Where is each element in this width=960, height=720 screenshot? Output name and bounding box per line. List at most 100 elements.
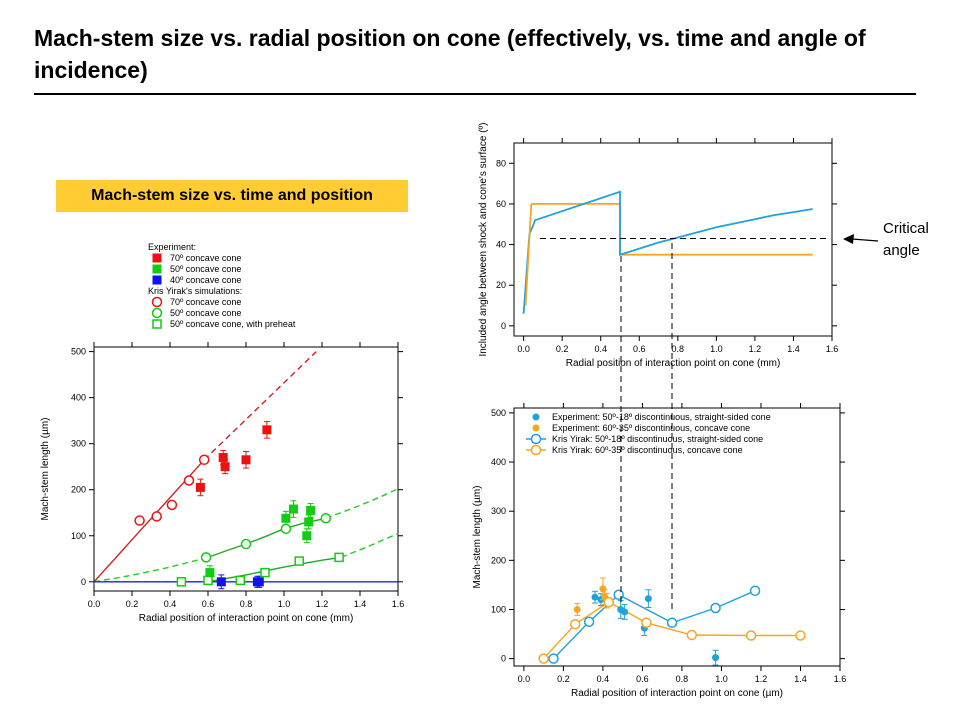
- chart-mach-stem-vs-position: 0.0 0.2 0.4 0.6 0.8 1.0 1.2 1.4 1.6 0 100 200 300 400…: [40, 242, 404, 624]
- c3-point: [686, 629, 698, 641]
- c2-ytick-label: 80: [496, 158, 506, 168]
- c3-point: [745, 630, 757, 641]
- c1-ytick-label: 400: [71, 393, 86, 403]
- c1-legend-label: 50º concave cone: [170, 264, 241, 274]
- c1-fit-line: [93, 556, 209, 583]
- c3-ytick-label: 0: [501, 654, 506, 664]
- c1-point: [334, 552, 344, 563]
- c1-legend-marker: [152, 264, 162, 274]
- c1-point: [262, 425, 272, 435]
- c3-ytick-label: 500: [491, 408, 506, 418]
- c2-xtick-label: 0.6: [633, 344, 646, 354]
- c3-sim-line: [543, 601, 801, 660]
- callout-arrow-head: [843, 234, 854, 244]
- c3-legend-marker: [532, 424, 540, 432]
- c1-fit-line: [340, 532, 399, 559]
- c3-legend: Experiment: 50º-18º discontinuous, strai…: [526, 412, 771, 456]
- subtitle-text: Mach-stem size vs. time and position: [91, 187, 373, 204]
- c1-legend-marker: [151, 307, 163, 319]
- c1-xtick-label: 1.2: [316, 599, 329, 609]
- c1-xtick-label: 0.0: [88, 599, 101, 609]
- c1-fit-line: [207, 556, 342, 583]
- c3-legend-marker: [532, 413, 540, 421]
- c3-point: [569, 618, 581, 630]
- c2-ylabel: Included angle between shock and cone's …: [478, 122, 489, 356]
- c1-ylabel: Mach-stem length (µm): [40, 417, 51, 520]
- c2-xtick-label: 0.4: [594, 344, 607, 354]
- c2-series-line: [524, 203, 533, 306]
- c3-ytick-label: 400: [491, 457, 506, 467]
- c3-ytick-label: 200: [491, 555, 506, 565]
- chart-included-angle: 0.0 0.2 0.4 0.6 0.8 1.0 1.2 1.4 1.6 0 20 40 60 80 Radi…: [478, 122, 838, 369]
- c3-legend-label: Kris Yirak: 50º-18º discontinuous, strai…: [552, 434, 763, 444]
- c1-xtick-label: 0.6: [202, 599, 215, 609]
- c3-legend-label: Experiment: 60º-35º discontinuous, conca…: [552, 423, 750, 433]
- c1-point: [254, 577, 264, 587]
- c1-point: [241, 455, 251, 465]
- c3-sim-line: [552, 590, 756, 660]
- c1-point: [151, 511, 162, 522]
- c3-point: [573, 605, 581, 613]
- subtitle-box: Mach-stem size vs. time and position: [56, 180, 408, 212]
- c3-legend-label: Experiment: 50º-18º discontinuous, strai…: [552, 412, 771, 422]
- c1-legend-label: 70º concave cone: [170, 253, 241, 263]
- c1-legend-marker: [152, 253, 162, 263]
- c1-legend-label: 50º concave cone, with preheat: [170, 319, 296, 329]
- critical-angle-callout: Critical angle: [883, 220, 929, 259]
- c3-point: [591, 593, 599, 601]
- c2-series-line: [522, 190, 813, 314]
- c1-point: [306, 505, 316, 515]
- c1-xtick-label: 0.4: [164, 599, 177, 609]
- c1-xlabel: Radial position of interaction point on …: [139, 613, 354, 624]
- c1-point: [203, 575, 213, 586]
- c3-xtick-label: 0.2: [557, 674, 570, 684]
- c3-xtick-label: 0.6: [636, 674, 649, 684]
- c3-xtick-label: 1.2: [755, 674, 768, 684]
- c2-xtick-label: 1.2: [749, 344, 762, 354]
- c1-legend-section: Kris Yirak's simulations:: [148, 286, 242, 296]
- c1-fit-line: [325, 488, 399, 519]
- c1-xtick-label: 1.6: [392, 599, 405, 609]
- c3-point: [613, 589, 624, 600]
- c3-xtick-label: 1.4: [794, 674, 807, 684]
- c1-point: [195, 482, 205, 492]
- c3-xtick-label: 1.0: [715, 674, 728, 684]
- c1-xtick-label: 1.0: [278, 599, 291, 609]
- c1-point: [281, 513, 291, 523]
- c1-fit-line: [207, 517, 326, 559]
- c1-point: [216, 577, 226, 587]
- c1-plot-frame: [93, 346, 399, 592]
- annotation-overlay: [620, 234, 879, 610]
- c2-xtick-label: 0.8: [672, 344, 685, 354]
- c3-point: [641, 617, 652, 629]
- c1-point: [294, 556, 304, 566]
- c3-xtick-label: 1.6: [834, 674, 847, 684]
- c2-ytick-label: 0: [501, 321, 506, 331]
- c1-point: [166, 499, 178, 511]
- c1-legend-marker: [151, 296, 163, 308]
- c3-legend-marker: [530, 444, 542, 456]
- c3-ytick-label: 100: [491, 604, 506, 614]
- c1-legend-section: Experiment:: [148, 242, 196, 252]
- c1-point: [183, 475, 195, 486]
- c2-xtick-label: 0.2: [556, 344, 569, 354]
- c3-point: [583, 616, 595, 628]
- c1-point: [235, 575, 246, 586]
- c3-xtick-label: 0.8: [676, 674, 689, 684]
- c1-legend-label: 70º concave cone: [170, 297, 241, 307]
- c1-xtick-label: 1.4: [354, 599, 367, 609]
- c3-point: [644, 595, 652, 603]
- c3-point: [538, 653, 549, 664]
- c3-point: [603, 596, 615, 608]
- c1-ytick-label: 200: [71, 485, 86, 495]
- c3-xtick-label: 0.0: [518, 674, 531, 684]
- c3-point: [749, 585, 761, 597]
- c2-ytick-label: 20: [496, 280, 506, 290]
- c3-point: [710, 602, 721, 614]
- c3-point: [548, 653, 559, 664]
- c3-ylabel: Mach-stem length (µm): [472, 485, 483, 588]
- c1-point: [218, 452, 228, 462]
- chart-mach-stem-discontinuous: 0.0 0.2 0.4 0.6 0.8 1.0 1.2 1.4 1.6 0 100 200 300 400…: [472, 403, 846, 699]
- c1-point: [302, 531, 312, 541]
